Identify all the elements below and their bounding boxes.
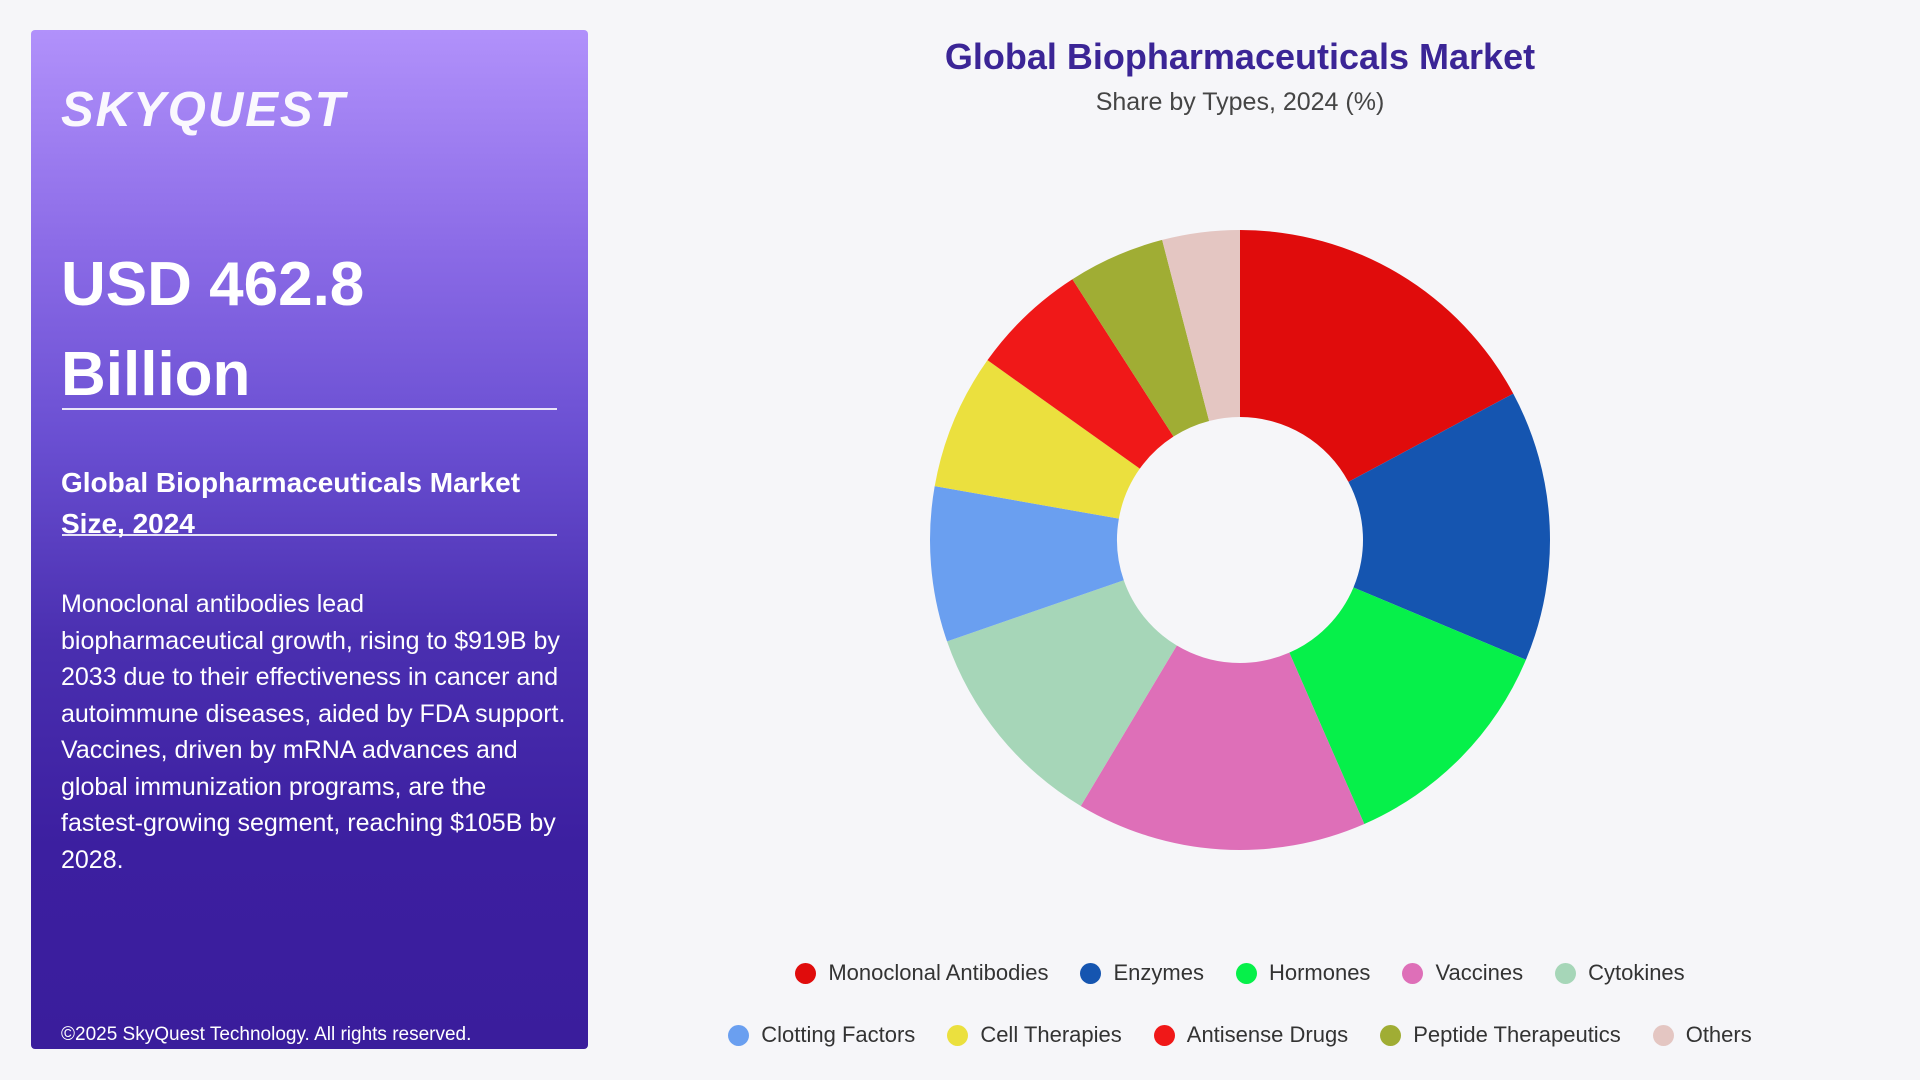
market-size-value-line1: USD 462.8 — [61, 250, 365, 319]
legend-label-cytokines: Cytokines — [1588, 960, 1685, 985]
donut-slice-vaccines — [1080, 645, 1365, 850]
chart-subtitle: Share by Types, 2024 (%) — [1095, 88, 1385, 116]
divider-top — [62, 408, 557, 410]
legend-label-antisense-drugs: Antisense Drugs — [1186, 1022, 1349, 1047]
donut-slice-enzymes — [1348, 393, 1550, 660]
legend-swatch-others — [1652, 1024, 1674, 1046]
legend-item-clotting-factors: Clotting Factors — [728, 1022, 915, 1048]
legend-label-hormones: Hormones — [1268, 960, 1371, 985]
legend-label-enzymes: Enzymes — [1113, 960, 1204, 985]
legend-item-cytokines: Cytokines — [1555, 960, 1685, 986]
legend-item-cell-therapies: Cell Therapies — [947, 1022, 1122, 1048]
donut-slice-antisense-drugs — [987, 279, 1174, 469]
market-size-value-line2: Billion — [61, 340, 251, 409]
donut-chart — [930, 230, 1550, 850]
donut-slice-others — [1162, 230, 1240, 421]
legend-row-1: Monoclonal Antibodies Enzymes Hormones Vacc… — [640, 960, 1840, 986]
legend-label-cell-therapies: Cell Therapies — [980, 1022, 1122, 1047]
legend-swatch-monoclonal-antibodies — [795, 962, 817, 984]
donut-slice-hormones — [1289, 587, 1526, 824]
legend-item-hormones: Hormones — [1235, 960, 1371, 986]
legend-swatch-clotting-factors — [728, 1024, 750, 1046]
copyright-notice: ©2025 SkyQuest Technology. All rights re… — [61, 1024, 472, 1045]
legend-label-clotting-factors: Clotting Factors — [761, 1022, 916, 1047]
legend-item-antisense-drugs: Antisense Drugs — [1153, 1022, 1349, 1048]
legend-swatch-antisense-drugs — [1153, 1024, 1175, 1046]
divider-bottom — [62, 534, 557, 536]
legend-item-peptide-therapeutics: Peptide Therapeutics — [1380, 1022, 1621, 1048]
donut-slice-monoclonal-antibodies — [1240, 230, 1514, 482]
legend-swatch-cell-therapies — [947, 1024, 969, 1046]
legend-item-enzymes: Enzymes — [1080, 960, 1204, 986]
donut-slice-cytokines — [947, 580, 1177, 806]
donut-slice-cell-therapies — [934, 360, 1140, 519]
market-size-value: USD 462.8 Billion — [61, 240, 561, 420]
summary-panel: SKYQUEST USD 462.8 Billion Global Biopha… — [31, 30, 588, 1049]
legend-item-monoclonal-antibodies: Monoclonal Antibodies — [795, 960, 1048, 986]
legend-swatch-cytokines — [1555, 962, 1577, 984]
legend-row-2: Clotting Factors Cell Therapies Antisense … — [640, 1022, 1840, 1048]
legend-label-others: Others — [1685, 1022, 1752, 1047]
legend-swatch-vaccines — [1402, 962, 1424, 984]
legend-item-vaccines: Vaccines — [1402, 960, 1523, 986]
donut-slice-peptide-therapeutics — [1072, 239, 1210, 437]
legend-label-monoclonal-antibodies: Monoclonal Antibodies — [828, 960, 1049, 985]
legend-label-peptide-therapeutics: Peptide Therapeutics — [1413, 1022, 1621, 1047]
market-size-subtitle-line1: Global Biopharmaceuticals Market — [61, 467, 521, 498]
skyquest-logo: SKYQUEST — [61, 83, 347, 137]
market-size-subtitle: Global Biopharmaceuticals Market Size, 2… — [61, 462, 561, 544]
legend-swatch-enzymes — [1080, 962, 1102, 984]
market-size-subtitle-line2: Size, 2024 — [61, 508, 195, 539]
legend-swatch-peptide-therapeutics — [1380, 1024, 1402, 1046]
donut-slice-clotting-factors — [930, 486, 1124, 642]
legend-item-others: Others — [1652, 1022, 1752, 1048]
market-description: Monoclonal antibodies lead biopharmaceut… — [61, 590, 566, 874]
legend-swatch-hormones — [1235, 962, 1257, 984]
legend-label-vaccines: Vaccines — [1435, 960, 1524, 985]
chart-title: Global Biopharmaceuticals Market — [944, 36, 1536, 77]
